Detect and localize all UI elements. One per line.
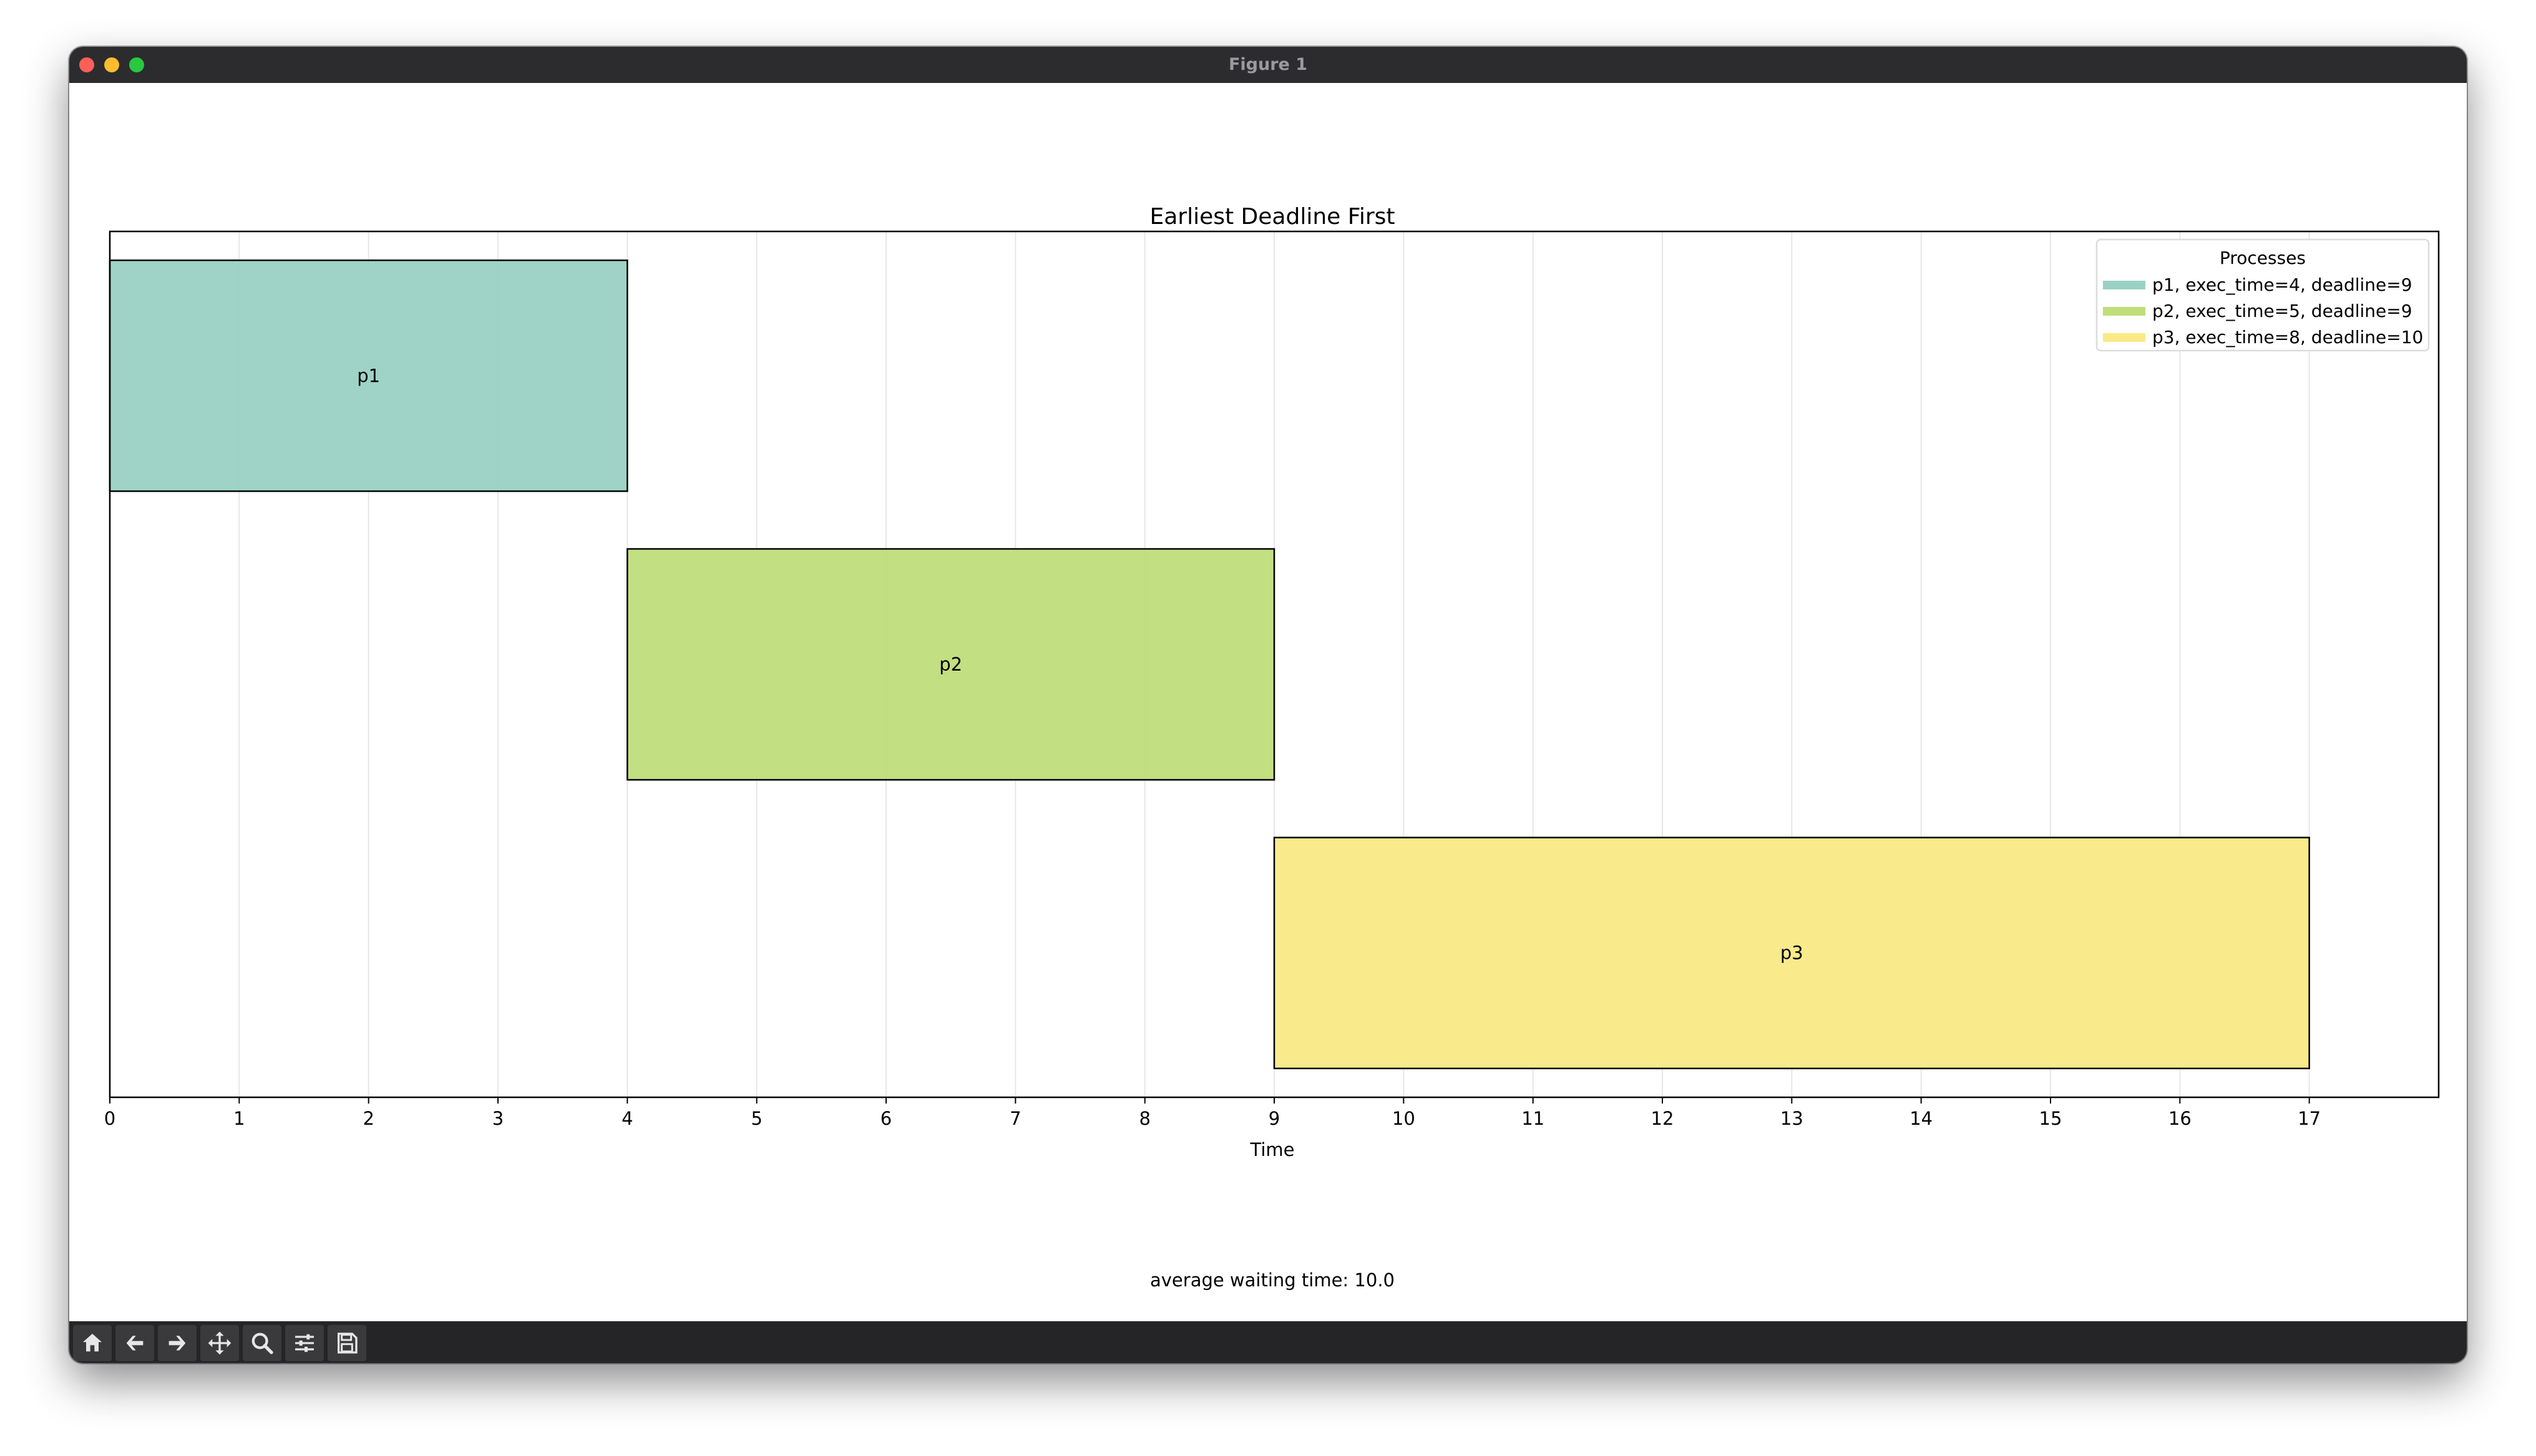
save-button[interactable] (328, 1325, 366, 1361)
x-ticks: 0 1 2 3 4 5 6 7 8 9 10 11 12 13 14 15 16 17 (104, 1097, 2321, 1129)
configure-subplots-button[interactable] (285, 1325, 324, 1361)
minimize-window-button[interactable] (104, 57, 119, 72)
forward-button[interactable] (158, 1325, 197, 1361)
title-bar[interactable]: Figure 1 (69, 47, 2467, 83)
bar-label-p2: p2 (939, 654, 962, 675)
forward-arrow-icon (168, 1336, 186, 1351)
figure-window: Figure 1 Earliest Deadline First p1 p2 p3 … (69, 47, 2467, 1363)
x-tick-label: 10 (1392, 1108, 1415, 1129)
configure-subplots-icon (295, 1334, 314, 1352)
back-arrow-icon (126, 1336, 144, 1351)
x-tick-label: 11 (1521, 1108, 1544, 1129)
bar-label-p1: p1 (357, 365, 380, 386)
x-tick-label: 8 (1139, 1108, 1150, 1129)
x-tick-label: 3 (492, 1108, 504, 1129)
x-tick-label: 14 (1909, 1108, 1933, 1129)
legend-entry: p3, exec_time=8, deadline=10 (2152, 327, 2423, 347)
x-tick-label: 1 (233, 1108, 245, 1129)
legend-box (2095, 238, 2430, 352)
maximize-window-button[interactable] (129, 57, 144, 72)
x-tick-label: 0 (104, 1108, 115, 1129)
x-tick-label: 6 (880, 1108, 892, 1129)
legend: Processes p1, exec_time=4, deadline=9 p2,… (2095, 238, 2430, 352)
home-icon (83, 1334, 102, 1352)
zoom-icon (251, 1332, 273, 1354)
navigation-toolbar (69, 1321, 2467, 1363)
bar-p1 (109, 260, 628, 492)
x-tick-label: 5 (751, 1108, 762, 1129)
x-tick-label: 16 (2168, 1108, 2192, 1129)
x-tick-label: 9 (1269, 1108, 1280, 1129)
legend-entries: p1, exec_time=4, deadline=9 p2, exec_time… (2103, 274, 2423, 347)
legend-title: Processes (2220, 248, 2306, 268)
bar-p3 (1273, 837, 2310, 1069)
bar-label-p3: p3 (1780, 943, 1803, 964)
average-waiting-time-text: average waiting time: 10.0 (1150, 1269, 1395, 1291)
x-axis-label: Time (1250, 1139, 1295, 1160)
bars: p1 p2 p3 (109, 260, 2310, 1069)
home-button[interactable] (73, 1325, 112, 1361)
x-tick-label: 12 (1651, 1108, 1674, 1129)
bar-p2 (627, 548, 1275, 781)
zoom-button[interactable] (243, 1325, 281, 1361)
x-tick-label: 17 (2298, 1108, 2321, 1129)
x-tick-label: 4 (622, 1108, 633, 1129)
back-button[interactable] (115, 1325, 154, 1361)
x-tick-label: 2 (363, 1108, 374, 1129)
pan-icon (208, 1331, 232, 1355)
pan-button[interactable] (200, 1325, 239, 1361)
x-tick-label: 15 (2039, 1108, 2062, 1129)
close-window-button[interactable] (79, 57, 94, 72)
x-tick-label: 13 (1780, 1108, 1803, 1129)
chart-title: Earliest Deadline First (1149, 204, 1395, 230)
window-title: Figure 1 (1228, 55, 1308, 74)
legend-entry: p1, exec_time=4, deadline=9 (2152, 274, 2412, 295)
x-tick-label: 7 (1010, 1108, 1021, 1129)
legend-entry: p2, exec_time=5, deadline=9 (2152, 301, 2412, 321)
save-icon (338, 1332, 358, 1354)
